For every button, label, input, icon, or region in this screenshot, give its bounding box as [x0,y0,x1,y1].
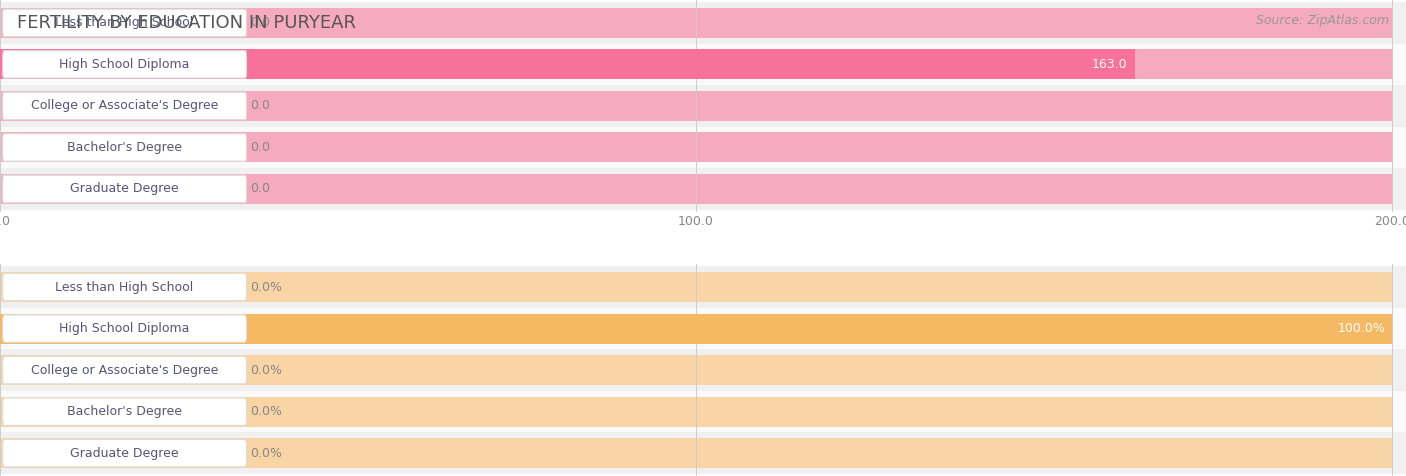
Bar [0,432,1406,474]
Bar [0,266,1406,308]
Text: College or Associate's Degree: College or Associate's Degree [31,99,218,112]
Text: Graduate Degree: Graduate Degree [70,446,179,460]
Bar [0,308,1406,349]
Text: 0.0%: 0.0% [250,280,283,294]
Bar [0,391,1406,432]
Bar [0,168,1406,210]
Bar [0,85,1406,127]
Text: 0.0%: 0.0% [250,364,283,377]
Bar [0,314,1392,344]
Bar [0,174,1392,204]
Text: FERTILITY BY EDUCATION IN PURYEAR: FERTILITY BY EDUCATION IN PURYEAR [17,14,356,32]
Text: Bachelor's Degree: Bachelor's Degree [67,405,183,418]
Text: High School Diploma: High School Diploma [59,58,190,71]
FancyBboxPatch shape [3,92,246,119]
Text: 0.0%: 0.0% [250,446,283,460]
Bar [0,44,1406,85]
FancyBboxPatch shape [3,134,246,161]
Bar [0,50,1392,79]
FancyBboxPatch shape [3,175,246,203]
FancyBboxPatch shape [3,398,246,426]
Text: 0.0: 0.0 [250,16,270,30]
FancyBboxPatch shape [3,9,246,37]
Text: 100.0%: 100.0% [1337,322,1385,335]
Bar [0,91,1392,121]
Text: Graduate Degree: Graduate Degree [70,182,179,196]
Bar [0,8,1392,38]
Bar [0,355,1392,385]
Bar [0,438,1392,468]
FancyBboxPatch shape [3,315,246,342]
FancyBboxPatch shape [3,273,246,301]
FancyBboxPatch shape [3,50,246,78]
Text: 0.0%: 0.0% [250,405,283,418]
Text: College or Associate's Degree: College or Associate's Degree [31,364,218,377]
FancyBboxPatch shape [3,439,246,467]
Text: 163.0: 163.0 [1092,58,1128,71]
Bar [0,2,1406,44]
Text: Less than High School: Less than High School [55,280,194,294]
Bar [0,272,1392,302]
Bar [0,127,1406,168]
Bar [0,50,1135,79]
Bar [0,397,1392,426]
Bar [0,349,1406,391]
Text: Source: ZipAtlas.com: Source: ZipAtlas.com [1256,14,1389,27]
Text: 0.0: 0.0 [250,141,270,154]
FancyBboxPatch shape [3,357,246,384]
Bar [0,132,1392,162]
Text: High School Diploma: High School Diploma [59,322,190,335]
Text: 0.0: 0.0 [250,182,270,196]
Text: Less than High School: Less than High School [55,16,194,30]
Text: Bachelor's Degree: Bachelor's Degree [67,141,183,154]
Text: 0.0: 0.0 [250,99,270,112]
Bar [0,314,1392,344]
